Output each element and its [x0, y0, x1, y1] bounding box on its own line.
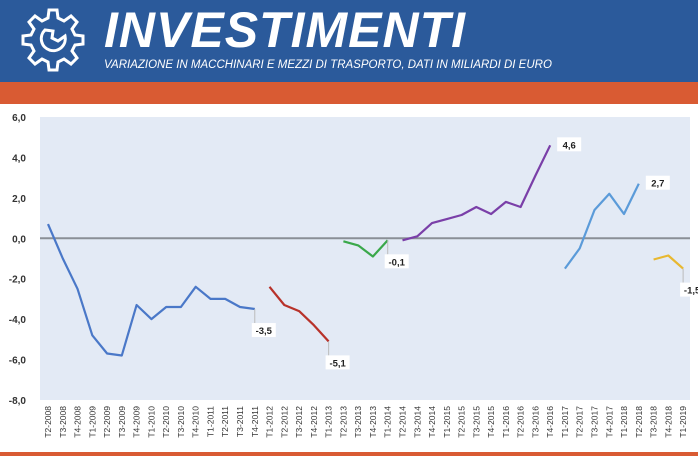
- x-tick-label: T1-2015: [442, 406, 452, 438]
- data-label: -0,1: [389, 257, 406, 268]
- x-tick-label: T1-2009: [87, 406, 97, 438]
- series-line: [653, 254, 684, 270]
- x-tick-label: T2-2014: [397, 406, 407, 438]
- y-tick-label: 4,0: [12, 153, 26, 164]
- data-label: -5,1: [329, 358, 346, 369]
- data-label-box: [384, 254, 409, 269]
- data-label-box: [557, 137, 582, 152]
- x-tick-label: T2-2017: [575, 406, 585, 438]
- x-tick-label: T4-2008: [73, 406, 83, 438]
- x-tick-label: T4-2011: [250, 406, 260, 437]
- data-label-box: [325, 355, 350, 370]
- x-tick-label: T1-2017: [560, 406, 570, 438]
- x-tick-label: T3-2009: [117, 406, 127, 438]
- x-tick-label: T1-2010: [146, 406, 156, 438]
- series-line: [268, 286, 330, 343]
- accent-stripe: [0, 82, 698, 104]
- x-tick-label: T2-2018: [634, 406, 644, 438]
- x-tick-label: T4-2016: [545, 406, 555, 438]
- x-tick-label: T1-2012: [265, 406, 275, 438]
- x-tick-label: T2-2016: [516, 406, 526, 438]
- data-label-box: [645, 175, 670, 190]
- plot-area: [40, 117, 690, 400]
- y-tick-label: 6,0: [12, 113, 26, 124]
- gear-wrench-icon: [21, 8, 85, 72]
- data-label-box: [680, 282, 698, 297]
- data-label: 2,7: [651, 179, 664, 190]
- x-tick-label: T3-2013: [353, 406, 363, 438]
- x-tick-label: T1-2018: [619, 406, 629, 438]
- line-chart: 6,0 4,0 2,0 0,0 -2,0 -4,0 -6,0 -8,0 T2-2008 T3-20…: [9, 113, 698, 438]
- y-tick-label: 0,0: [12, 234, 26, 245]
- y-tick-label: 2,0: [12, 194, 26, 205]
- x-tick-label: T1-2016: [501, 406, 511, 438]
- x-tick-label: T3-2017: [589, 406, 599, 438]
- series-line: [46, 223, 255, 357]
- x-tick-label: T2-2010: [161, 406, 171, 438]
- x-tick-label: T4-2009: [132, 406, 142, 438]
- y-tick-label: -2,0: [9, 275, 27, 286]
- x-tick-label: T1-2014: [383, 406, 393, 438]
- page-subtitle: VARIAZIONE IN MACCHINARI E MEZZI DI TRAS…: [104, 59, 552, 71]
- x-tick-label: T2-2012: [279, 406, 289, 438]
- series-line: [343, 239, 389, 258]
- series-line: [402, 144, 552, 242]
- data-label: -3,5: [256, 326, 273, 337]
- x-tick-label: T1-2019: [678, 406, 688, 438]
- header-banner: INVESTIMENTI VARIAZIONE IN MACCHINARI E …: [0, 0, 698, 82]
- x-tick-label: T4-2015: [486, 406, 496, 438]
- x-tick-label: T4-2010: [191, 406, 201, 438]
- x-tick-label: T3-2016: [530, 406, 540, 438]
- x-tick-label: T4-2013: [368, 406, 378, 438]
- y-tick-label: -4,0: [9, 315, 27, 326]
- x-tick-label: T1-2013: [324, 406, 334, 438]
- x-tick-label: T3-2014: [412, 406, 422, 438]
- x-tick-label: T3-2018: [649, 406, 659, 438]
- x-tick-label: T3-2010: [176, 406, 186, 438]
- x-tick-label: T2-2013: [338, 406, 348, 438]
- series-line: [564, 183, 640, 270]
- x-tick-label: T3-2008: [58, 406, 68, 438]
- x-tick-label: T2-2011: [220, 406, 230, 437]
- x-tick-label: T2-2008: [43, 406, 53, 438]
- data-label-box: [251, 323, 276, 338]
- y-tick-label: -8,0: [9, 396, 27, 407]
- x-tick-label: T1-2011: [205, 406, 215, 437]
- x-tick-label: T4-2018: [663, 406, 673, 438]
- x-tick-label: T3-2012: [294, 406, 304, 438]
- x-tick-label: T2-2009: [102, 406, 112, 438]
- x-tick-label: T3-2011: [235, 406, 245, 437]
- x-tick-label: T2-2015: [457, 406, 467, 438]
- x-tick-label: T4-2017: [604, 406, 614, 438]
- y-tick-label: -6,0: [9, 356, 27, 367]
- x-tick-label: T4-2012: [309, 406, 319, 438]
- bottom-stripe: [0, 452, 698, 456]
- data-label: 4,6: [563, 140, 576, 151]
- data-label: -1,5: [684, 286, 698, 297]
- page-title: INVESTIMENTI: [104, 2, 467, 58]
- x-tick-label: T3-2015: [471, 406, 481, 438]
- x-tick-label: T4-2014: [427, 406, 437, 438]
